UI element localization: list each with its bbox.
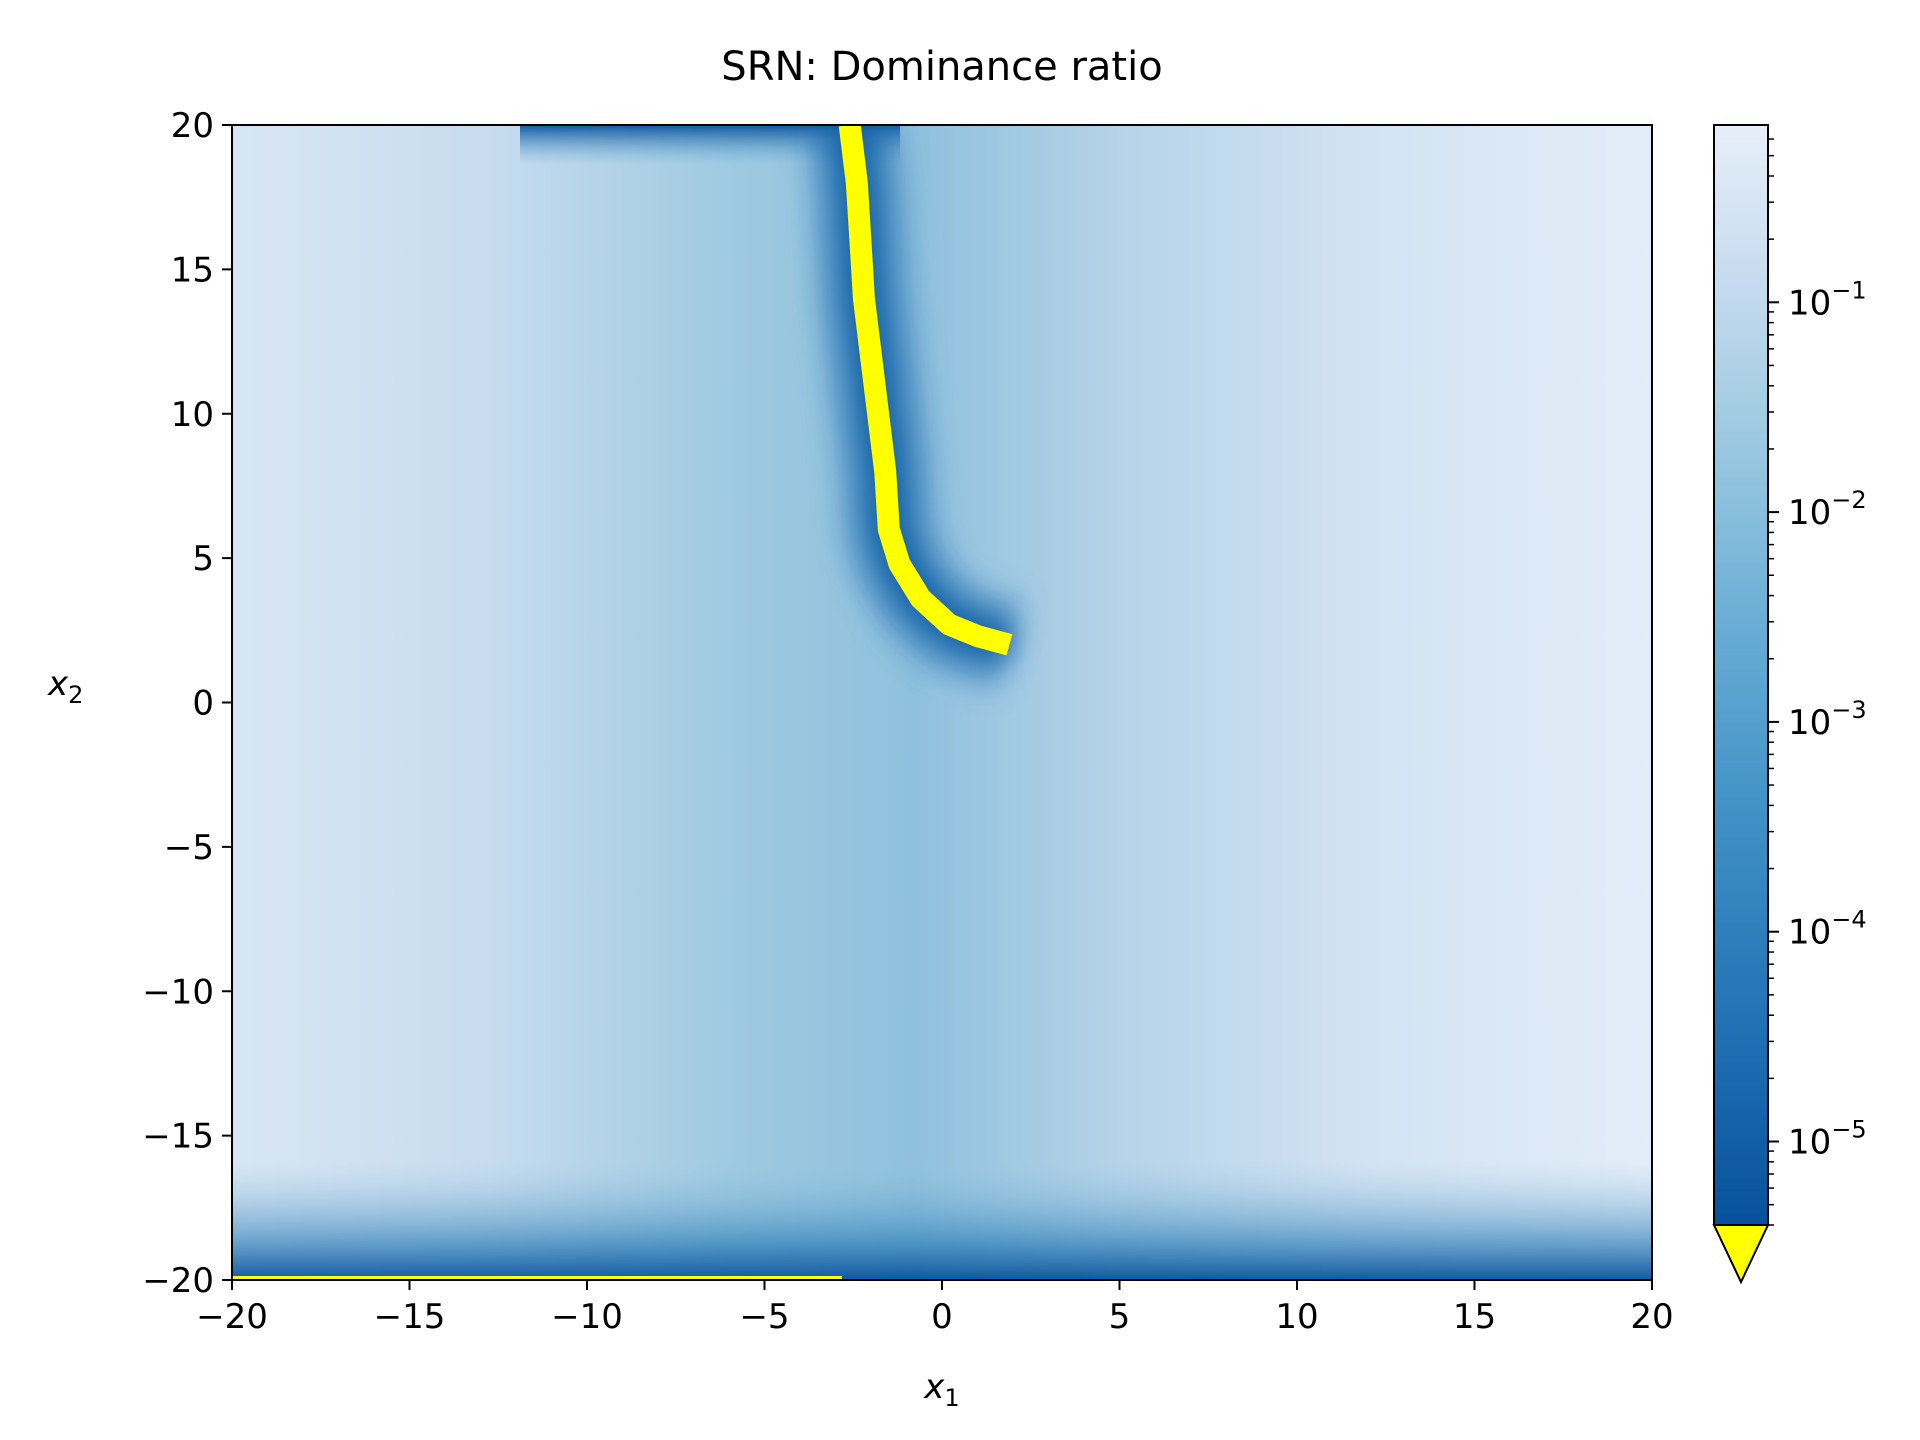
x-tick-label: −20: [196, 1297, 268, 1337]
y-tick-label: 0: [192, 684, 214, 724]
x-tick-label: 5: [1109, 1297, 1131, 1337]
x-axis-label: x1: [923, 1367, 959, 1412]
colorbar-gradient: [1714, 125, 1768, 1225]
x-tick-label: 20: [1630, 1297, 1673, 1337]
under-threshold-region: [838, 125, 1013, 656]
colorbar-tick-label: 10−5: [1788, 1116, 1867, 1163]
x-tick-label: −10: [551, 1297, 623, 1337]
chart-title: SRN: Dominance ratio: [721, 44, 1162, 90]
y-tick-label: −5: [164, 828, 214, 868]
x-tick-label: −15: [374, 1297, 446, 1337]
y-axis-label: x2: [47, 664, 83, 709]
y-tick-label: 10: [171, 395, 214, 435]
y-tick-label: −15: [142, 1117, 214, 1157]
x-tick-label: 15: [1453, 1297, 1496, 1337]
under-threshold-bottom-edge: [232, 1276, 842, 1280]
colorbar: 10−1 10−2 10−3 10−4 10−5: [1712, 124, 1867, 1285]
x-tick-label: −5: [739, 1297, 789, 1337]
y-tick-label: 20: [171, 106, 214, 146]
y-tick-label: −10: [142, 972, 214, 1012]
colorbar-under-extension: [1712, 1224, 1770, 1285]
y-tick-label: 15: [171, 250, 214, 290]
x-tick-label: 10: [1275, 1297, 1318, 1337]
colorbar-frame: [1713, 124, 1769, 1225]
x-axis-ticks: −20 −15 −10 −5 0 5 10 15 20: [196, 1280, 1674, 1337]
heatmap-field: [232, 125, 1652, 1280]
colorbar-tick-label: 10−2: [1788, 486, 1867, 533]
y-axis-ticks: −20 −15 −10 −5 0 5 10 15 20: [142, 106, 232, 1301]
colorbar-ticks: 10−1 10−2 10−3 10−4 10−5: [1768, 138, 1867, 1226]
colorbar-tick-label: 10−1: [1788, 276, 1867, 323]
y-tick-label: 5: [192, 539, 214, 579]
colorbar-tick-label: 10−4: [1788, 906, 1867, 953]
colorbar-tick-label: 10−3: [1788, 696, 1867, 743]
x-tick-label: 0: [931, 1297, 953, 1337]
y-tick-label: −20: [142, 1261, 214, 1301]
